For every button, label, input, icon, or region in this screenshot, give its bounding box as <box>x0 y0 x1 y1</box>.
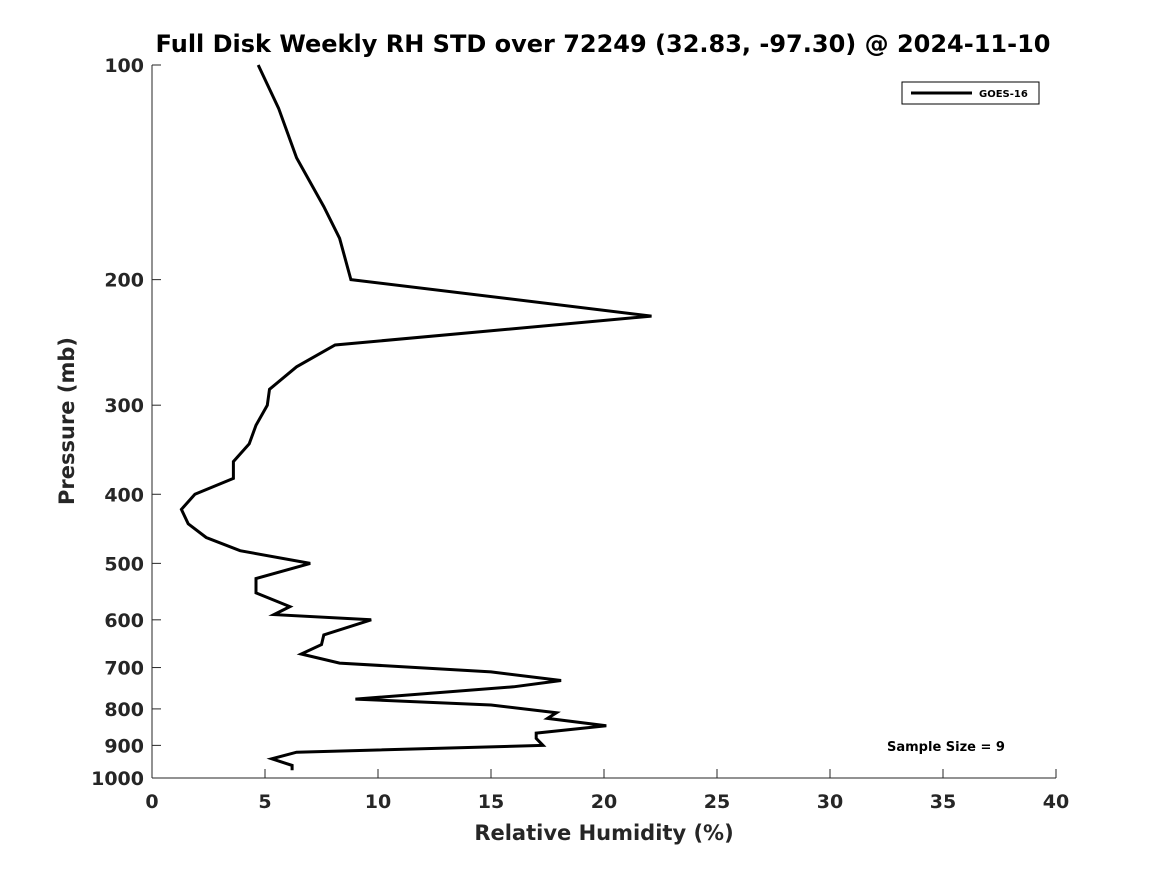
chart-title: Full Disk Weekly RH STD over 72249 (32.8… <box>156 30 1051 58</box>
y-tick-label: 400 <box>104 484 144 506</box>
series-layer <box>179 64 652 771</box>
axes <box>151 65 1056 779</box>
y-axis-label: Pressure (mb) <box>55 337 79 505</box>
legend-label: GOES-16 <box>979 89 1028 100</box>
x-tick-label: 20 <box>591 791 617 813</box>
y-tick-label: 600 <box>104 610 144 632</box>
x-axis-label: Relative Humidity (%) <box>474 821 733 845</box>
x-tick-label: 40 <box>1043 791 1069 813</box>
y-tick-label: 700 <box>104 658 144 680</box>
y-tick-label: 200 <box>104 270 144 292</box>
x-tick-label: 15 <box>478 791 504 813</box>
series-line-goes-16 <box>179 64 652 771</box>
x-tick-label: 35 <box>930 791 956 813</box>
y-tick-label: 1000 <box>91 768 144 790</box>
x-tick-label: 25 <box>704 791 730 813</box>
y-tick-label: 300 <box>104 395 144 417</box>
y-tick-label: 900 <box>104 735 144 757</box>
legend: GOES-16 <box>901 81 1040 105</box>
x-ticks: 0 5 10 15 20 25 30 35 40 <box>145 769 1069 813</box>
y-ticks: 100 200 300 400 500 600 700 800 900 1000 <box>91 55 161 790</box>
y-tick-label: 100 <box>104 55 144 77</box>
x-tick-label: 5 <box>258 791 271 813</box>
x-tick-label: 10 <box>365 791 391 813</box>
x-tick-label: 0 <box>145 791 158 813</box>
x-tick-label: 30 <box>817 791 843 813</box>
sample-size-annotation: Sample Size = 9 <box>887 740 1005 755</box>
y-tick-label: 800 <box>104 699 144 721</box>
y-tick-label: 500 <box>104 553 144 575</box>
